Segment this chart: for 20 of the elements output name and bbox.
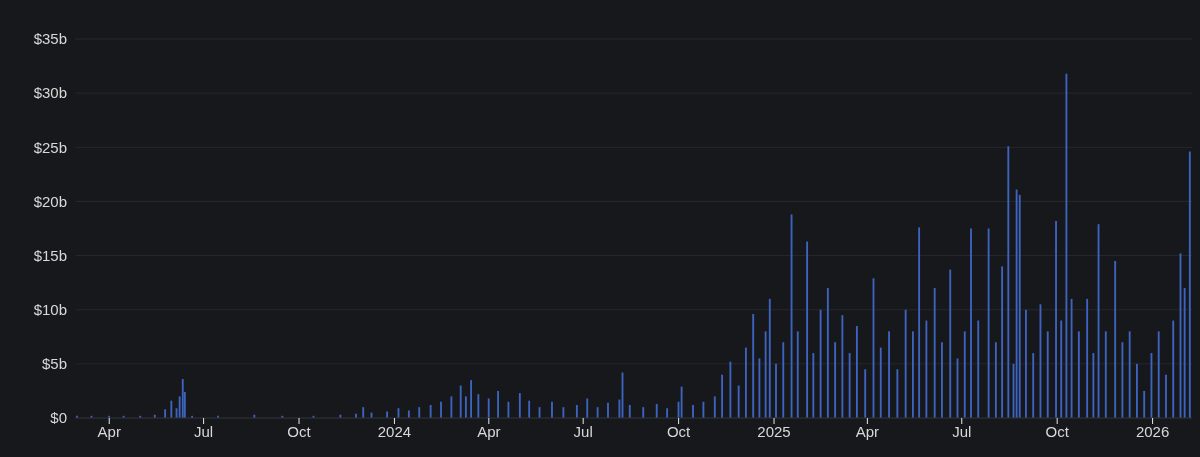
x-tick-label: Apr [97, 422, 121, 440]
y-tick-label: $15b [33, 246, 67, 264]
y-tick-label: $20b [33, 192, 67, 210]
x-tick-label: 2024 [377, 422, 412, 440]
y-tick-label: $30b [33, 84, 67, 102]
x-tick-label: 2026 [1135, 422, 1170, 440]
y-tick-label: $25b [33, 138, 67, 156]
y-tick-label: $35b [33, 30, 67, 48]
y-tick-label: $5b [41, 355, 67, 373]
x-tick-label: Jul [194, 422, 214, 440]
x-tick-label: Oct [287, 422, 312, 440]
x-tick-label: Apr [855, 422, 880, 440]
x-tick-label: Jul [952, 422, 972, 440]
y-tick-label: $10b [33, 301, 67, 319]
x-tick-label: Oct [1045, 422, 1070, 440]
y-tick-label: $0 [50, 409, 67, 427]
x-tick-label: 2025 [757, 422, 791, 440]
x-tick-label: Jul [573, 422, 593, 440]
x-tick-label: Oct [666, 422, 692, 440]
x-tick-label: Apr [477, 422, 501, 440]
